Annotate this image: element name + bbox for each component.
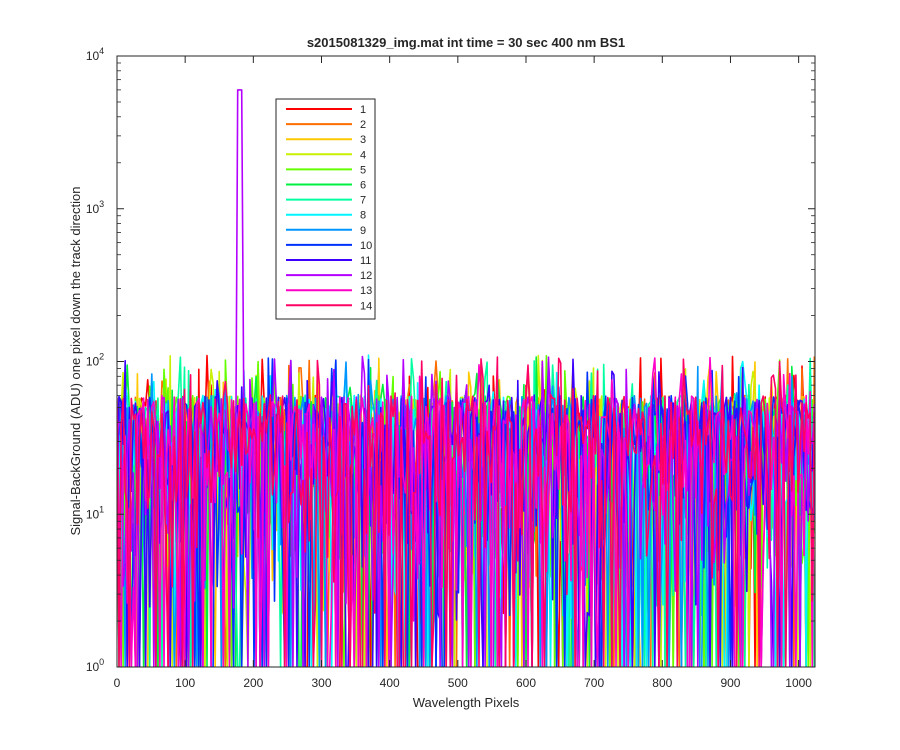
legend-label-6: 6 <box>360 180 366 192</box>
legend-label-9: 9 <box>360 225 366 237</box>
legend-label-12: 12 <box>360 270 372 282</box>
legend-label-7: 7 <box>360 195 366 207</box>
x-axis-ticks: 0 100 200 300 400 500 600 700 800 900 1000 <box>114 56 812 690</box>
legend-box <box>275 98 376 320</box>
y-axis-label: Signal-BackGround (ADU) one pixel down t… <box>68 186 83 535</box>
y-tick-label: 100 <box>86 657 104 674</box>
y-tick-label: 102 <box>86 352 104 369</box>
legend-label-10: 10 <box>360 240 372 252</box>
legend-label-11: 11 <box>360 255 371 267</box>
legend-label-5: 5 <box>360 164 366 176</box>
x-tick-label: 200 <box>243 676 263 690</box>
x-axis-label: Wavelength Pixels <box>413 695 520 710</box>
x-tick-label: 0 <box>114 676 121 690</box>
x-tick-label: 600 <box>516 676 536 690</box>
legend-label-3: 3 <box>360 134 366 146</box>
legend-label-2: 2 <box>360 119 366 131</box>
x-tick-label: 700 <box>584 676 604 690</box>
x-tick-label: 300 <box>311 676 331 690</box>
legend-label-14: 14 <box>360 300 372 312</box>
x-tick-label: 800 <box>652 676 672 690</box>
x-tick-label: 100 <box>175 676 195 690</box>
series-line-14 <box>117 356 815 667</box>
y-tick-label: 103 <box>86 199 104 216</box>
legend-label-8: 8 <box>360 210 366 222</box>
x-tick-label: 900 <box>720 676 740 690</box>
y-tick-label: 104 <box>86 46 104 63</box>
chart-title: s2015081329_img.mat int time = 30 sec 40… <box>307 35 625 50</box>
x-tick-label: 1000 <box>785 676 812 690</box>
series-layer <box>117 89 815 667</box>
x-tick-label: 400 <box>380 676 400 690</box>
x-tick-label: 500 <box>448 676 468 690</box>
y-tick-label: 101 <box>86 504 104 521</box>
legend-label-13: 13 <box>360 285 372 297</box>
series-line-12 <box>117 89 815 667</box>
legend-label-1: 1 <box>360 104 366 116</box>
legend-label-4: 4 <box>360 149 366 161</box>
